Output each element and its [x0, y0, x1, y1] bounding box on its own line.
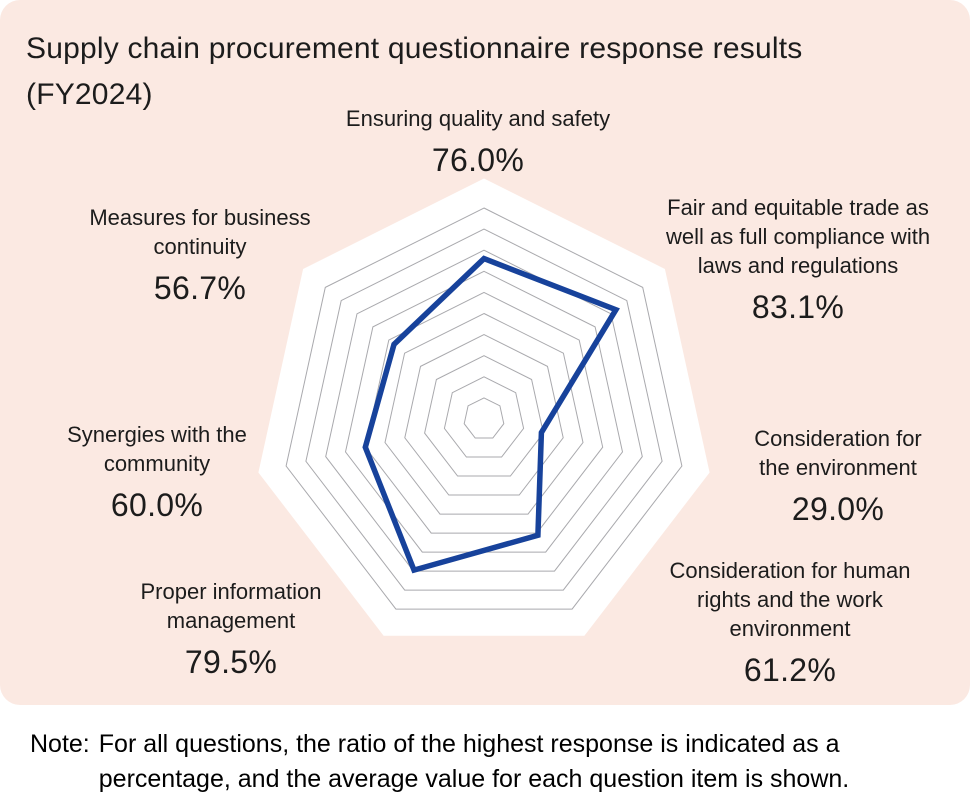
axis-label-line: continuity	[153, 234, 247, 259]
axis-label-line: Consideration for	[754, 426, 922, 451]
axis-label-line: environment	[729, 616, 851, 641]
radar-grid-ring	[325, 249, 643, 572]
footnote-line-2: percentage, and the average value for ea…	[98, 765, 850, 793]
axis-label-line: rights and the work	[697, 587, 883, 612]
radar-grid-ring	[443, 376, 525, 458]
axis-label-line: Fair and equitable trade as	[667, 195, 929, 220]
axis-label-community-synergies: Synergies with the community 60.0%	[67, 420, 247, 524]
axis-value-human-rights: 61.2%	[743, 652, 837, 688]
axis-label-line: community	[103, 451, 211, 476]
axis-label-human-rights: Consideration for human rights and the w…	[670, 556, 911, 689]
radar-grid-ring	[384, 312, 584, 515]
page-title: Supply chain procurement questionnaire r…	[26, 26, 802, 118]
axis-label-business-continuity: Measures for business continuity 56.7%	[89, 203, 310, 307]
radar-grid-ring	[404, 334, 564, 496]
footnote-text: For all questions, the ratio of the high…	[99, 727, 950, 797]
axis-label-line: laws and regulations	[697, 253, 899, 278]
axis-label-line: well as full compliance with	[665, 224, 931, 249]
footnote-line-1: For all questions, the ratio of the high…	[98, 730, 840, 758]
axis-label-information-management: Proper information management 79.5%	[141, 577, 322, 681]
axis-value-fair-trade: 83.1%	[751, 289, 845, 325]
radar-chart	[258, 178, 710, 636]
axis-value-business-continuity: 56.7%	[153, 270, 247, 306]
axis-label-line: Measures for business	[89, 205, 311, 230]
radar-grid-ring	[285, 207, 683, 610]
axis-label-line: the environment	[759, 455, 917, 480]
radar-plot-background	[258, 178, 710, 636]
axis-label-ensuring-quality: Ensuring quality and safety 76.0%	[346, 104, 610, 179]
axis-label-line: Consideration for human	[669, 558, 911, 583]
axis-value-environment: 29.0%	[791, 491, 885, 527]
axis-label-line: Ensuring quality and safety	[345, 106, 611, 131]
radar-data-polygon	[362, 255, 620, 574]
axis-label-environment: Consideration for the environment 29.0%	[754, 424, 922, 528]
axis-label-line: Synergies with the	[67, 422, 247, 447]
footnote-prefix: Note:	[30, 730, 90, 758]
axis-value-community-synergies: 60.0%	[110, 487, 204, 523]
page-title-line-1: Supply chain procurement questionnaire r…	[26, 32, 803, 65]
axis-label-line: Proper information	[140, 579, 322, 604]
radar-grid-ring	[463, 397, 505, 439]
footnote: Note: For all questions, the ratio of th…	[30, 727, 950, 797]
radar-grid-ring	[424, 355, 544, 477]
page-title-line-2: (FY2024)	[26, 78, 153, 111]
axis-value-ensuring-quality: 76.0%	[431, 142, 525, 178]
radar-grid-ring	[364, 291, 604, 534]
axis-label-fair-trade: Fair and equitable trade as well as full…	[666, 193, 930, 326]
radar-grid-ring	[305, 228, 663, 591]
axis-label-line: management	[166, 608, 296, 633]
axis-value-information-management: 79.5%	[184, 644, 278, 680]
